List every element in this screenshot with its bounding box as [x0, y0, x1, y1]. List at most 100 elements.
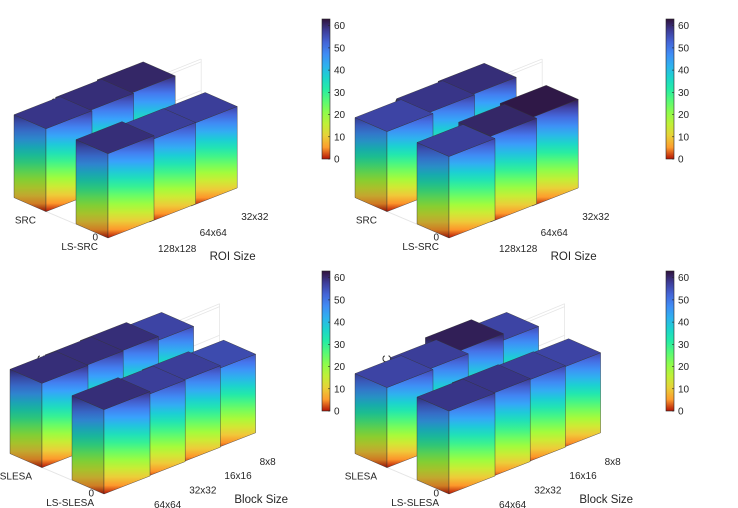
col-tick-label: 64x64	[499, 500, 527, 508]
colorbar-scale	[665, 270, 675, 412]
colorbar: 0 10 20 30 40 50 60	[321, 270, 346, 418]
colorbar-tick-label: 20	[678, 110, 690, 121]
colorbar-tick-label: 30	[334, 88, 346, 99]
colorbar-tick-label: 40	[678, 318, 690, 329]
colorbar-tick-label: 50	[678, 295, 690, 306]
col-tick-label: 128x128	[499, 244, 538, 255]
row-axis: SRC LS-SRC	[15, 216, 98, 253]
bar-top-face	[416, 124, 496, 157]
bars	[354, 312, 602, 495]
colorbar: 0 10 20 30 40 50 60	[665, 270, 690, 418]
colorbar-scale	[321, 18, 331, 160]
bar-side-face	[416, 142, 450, 239]
colorbar-tick-label: 50	[334, 43, 346, 54]
x-axis-label: Block Size	[579, 494, 633, 506]
colorbar-tick-label: 40	[334, 66, 346, 77]
colorbar-tick-label: 0	[334, 155, 340, 166]
colorbar-tick-label: 30	[334, 340, 346, 351]
bar-r1-c0	[75, 121, 155, 239]
row-tick-label: LS-SRC	[61, 242, 98, 253]
colorbar-scale	[665, 18, 675, 160]
bar-top-face	[13, 96, 93, 129]
colorbar-tick-label: 30	[678, 88, 690, 99]
col-tick-label: 8x8	[605, 457, 622, 468]
bar3d-panel-4: 0204060AUCSLESALS-SLESA64x6432x3216x168x…	[345, 270, 690, 508]
bar-top-face	[354, 355, 434, 388]
bar3d-panel-1: 0204060ACCSRCLS-SRC128x12864x6432x32ROI …	[13, 18, 346, 263]
colorbar-tick-label: 30	[678, 340, 690, 351]
colorbar-tick-label: 20	[334, 110, 346, 121]
bar-top-face	[354, 99, 434, 132]
colorbar-tick-label: 40	[678, 66, 690, 77]
col-axis: 64x64 32x32 16x16 8x8 Block Size	[499, 457, 633, 508]
bar-front-face	[490, 117, 537, 223]
colorbar: 0 10 20 30 40 50 60	[665, 18, 690, 166]
bar-top-face	[458, 103, 538, 137]
colorbar-tick-label: 10	[678, 132, 690, 143]
col-tick-label: 32x32	[534, 486, 562, 497]
x-axis-label: ROI Size	[210, 251, 256, 263]
row-tick-label: SRC	[356, 216, 377, 227]
bars	[354, 63, 579, 239]
row-axis: SLESA LS-SLESA	[0, 472, 94, 508]
col-tick-label: 16x16	[569, 471, 597, 482]
colorbar-scale	[321, 270, 331, 412]
row-tick-label: LS-SLESA	[391, 498, 439, 508]
row-tick-label: LS-SRC	[402, 242, 439, 253]
colorbar-tick-label: 60	[334, 273, 346, 284]
row-tick-label: SLESA	[345, 472, 378, 483]
bar-side-face	[354, 117, 388, 212]
row-tick-label: SLESA	[0, 472, 32, 483]
row-tick-label: SRC	[15, 216, 36, 227]
row-axis: SRC LS-SRC	[356, 216, 439, 253]
col-tick-label: 64x64	[200, 228, 228, 239]
colorbar-tick-label: 60	[678, 273, 690, 284]
colorbar-tick-label: 40	[334, 318, 346, 329]
z-tick-label: 0	[433, 233, 439, 244]
bar-r1-c0	[416, 124, 496, 239]
col-tick-label: 128x128	[158, 244, 197, 255]
colorbar-tick-label: 10	[334, 384, 346, 395]
bar3d-panel-2: 0204060AUCSRCLS-SRC128x12864x6432x32ROI …	[354, 18, 690, 263]
bar-top-face	[416, 378, 496, 412]
z-tick-label: 0	[88, 489, 94, 500]
col-tick-label: 32x32	[241, 212, 269, 223]
z-tick-label: 0	[92, 233, 98, 244]
bar-side-face	[75, 139, 109, 239]
bar-side-face	[354, 373, 388, 468]
colorbar-tick-label: 50	[334, 295, 346, 306]
colorbar-tick-label: 0	[334, 407, 340, 418]
bar-top-face	[71, 377, 151, 410]
col-axis: 64x64 32x32 16x16 8x8 Block Size	[154, 457, 288, 508]
colorbar-tick-label: 60	[678, 21, 690, 32]
colorbar-tick-label: 50	[678, 43, 690, 54]
col-tick-label: 64x64	[154, 500, 182, 508]
colorbar-tick-label: 10	[334, 132, 346, 143]
colorbar-tick-label: 0	[678, 155, 684, 166]
colorbar-tick-label: 60	[334, 21, 346, 32]
bars	[9, 312, 257, 495]
bar-side-face	[71, 395, 105, 495]
colorbar-tick-label: 20	[334, 362, 346, 373]
row-axis: SLESA LS-SLESA	[345, 472, 440, 508]
bar-side-face	[13, 114, 47, 212]
col-tick-label: 32x32	[582, 212, 610, 223]
z-tick-label: 0	[433, 489, 439, 500]
bar-front-face	[532, 99, 579, 207]
bar-top-face	[9, 351, 89, 384]
bar-side-face	[416, 396, 450, 495]
col-tick-label: 8x8	[260, 457, 277, 468]
row-tick-label: LS-SLESA	[46, 498, 94, 508]
colorbar: 0 10 20 30 40 50 60	[321, 18, 346, 166]
x-axis-label: ROI Size	[551, 251, 597, 263]
bars	[13, 61, 238, 239]
bar-r1-c0	[71, 377, 151, 495]
bar-top-face	[75, 121, 155, 154]
col-tick-label: 32x32	[189, 486, 217, 497]
bar-side-face	[9, 368, 43, 468]
colorbar-tick-label: 0	[678, 407, 684, 418]
bar-r0-c0	[354, 355, 434, 468]
